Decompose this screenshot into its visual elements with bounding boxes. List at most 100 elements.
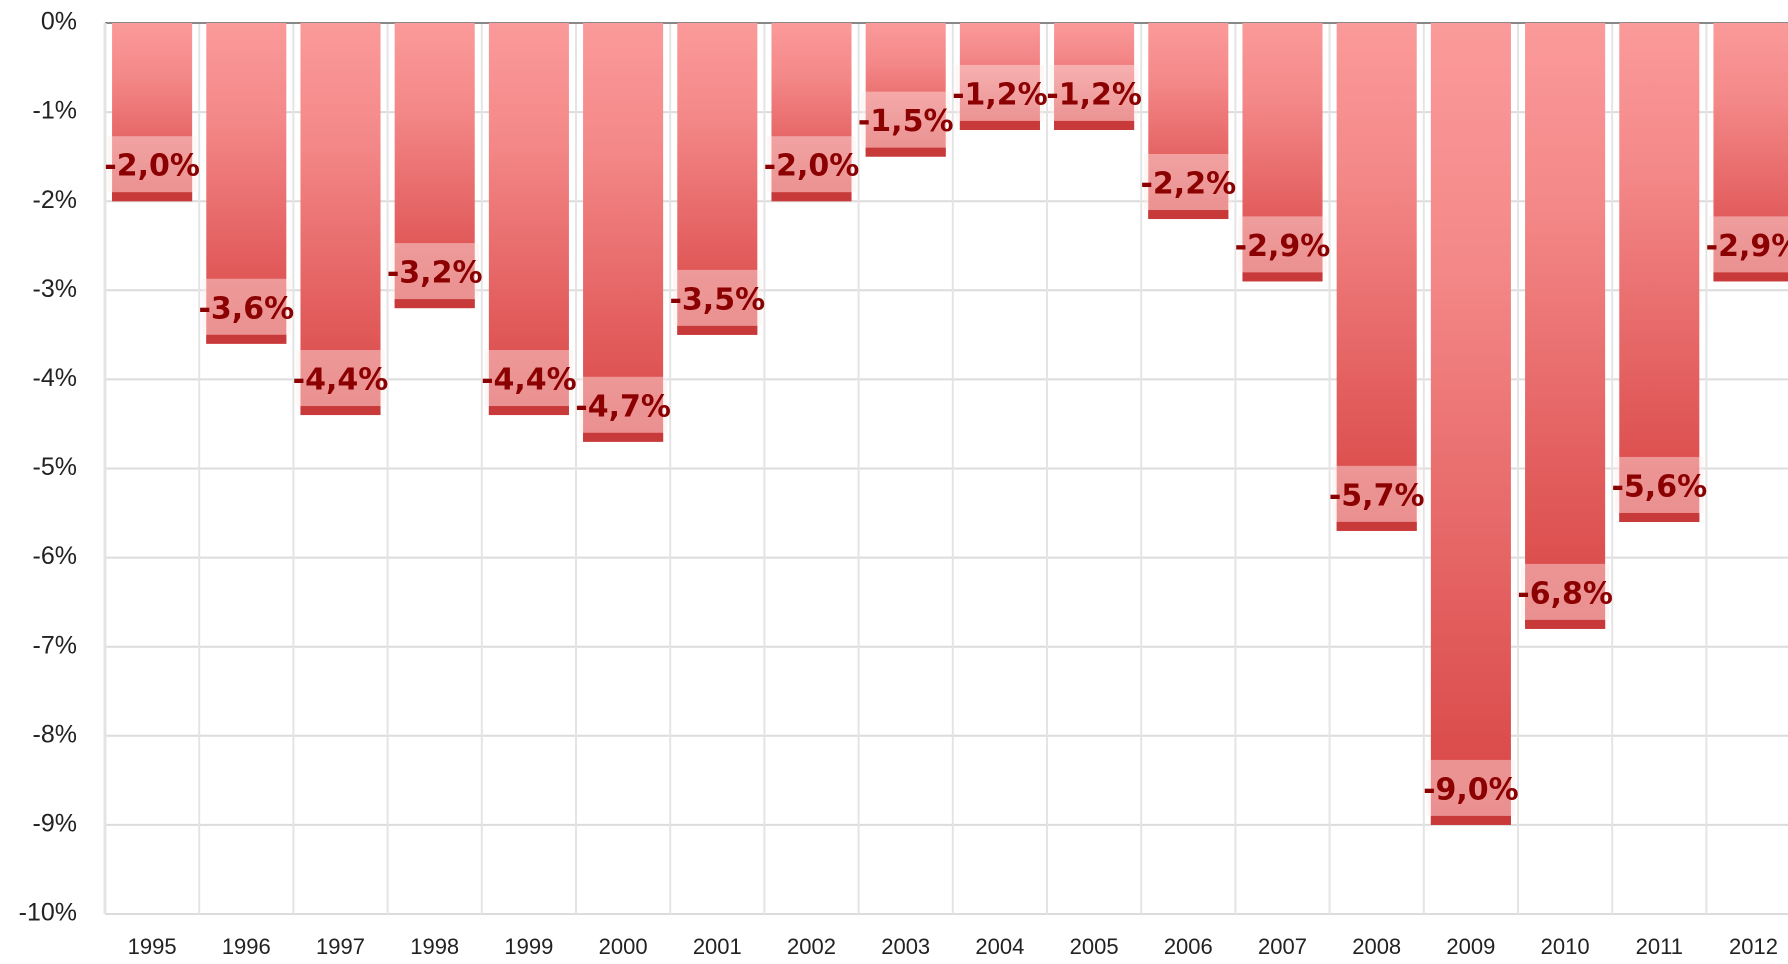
bar-base <box>1713 272 1788 282</box>
bar <box>394 23 475 309</box>
value-label: -1,2% <box>1046 77 1142 112</box>
bar-base <box>1430 815 1511 825</box>
value-label: -3,2% <box>387 256 483 291</box>
label-box <box>955 64 1045 121</box>
x-tick-label: 1996 <box>222 934 271 959</box>
value-label: -6,8% <box>1517 576 1613 611</box>
label-box <box>1615 456 1704 513</box>
x-tick-label: 2001 <box>693 934 742 959</box>
bar <box>1242 23 1323 282</box>
y-tick-label: -7% <box>33 631 77 659</box>
bar-base <box>394 299 475 309</box>
y-tick-label: -3% <box>33 275 77 303</box>
x-tick-label: 1999 <box>504 934 553 959</box>
bar <box>1430 23 1511 825</box>
x-tick-label: 1997 <box>316 934 365 959</box>
x-tick-label: 2004 <box>975 934 1024 959</box>
bar-base <box>865 147 946 157</box>
value-label: -1,2% <box>952 77 1048 112</box>
bar <box>1713 23 1788 282</box>
value-label: -4,4% <box>481 363 577 398</box>
label-box <box>1144 154 1233 211</box>
x-tick-label: 2003 <box>881 934 930 959</box>
label-box <box>296 350 385 407</box>
label-box <box>1709 216 1788 273</box>
label-box <box>1426 759 1516 816</box>
label-box <box>673 269 762 326</box>
y-tick-label: -2% <box>33 186 77 214</box>
bar-base <box>206 334 287 344</box>
value-label: -4,7% <box>575 389 671 424</box>
y-tick-label: -4% <box>33 364 77 392</box>
y-tick-label: -10% <box>19 899 77 927</box>
bar <box>771 23 852 202</box>
bar-base <box>488 406 569 416</box>
bar <box>488 23 569 416</box>
x-tick-label: 2012 <box>1729 934 1778 959</box>
x-tick-label: 2008 <box>1352 934 1401 959</box>
value-label: -3,5% <box>669 282 765 317</box>
bar <box>583 23 664 442</box>
y-tick-label: -8% <box>33 720 77 748</box>
bar <box>300 23 381 416</box>
y-tick-label: -6% <box>33 542 77 570</box>
label-box <box>202 278 291 335</box>
bar-base <box>1619 512 1700 522</box>
value-label: -2,2% <box>1140 167 1236 202</box>
x-tick-label: 1995 <box>128 934 177 959</box>
x-tick-label: 2006 <box>1164 934 1213 959</box>
label-box <box>861 91 950 148</box>
bar-base <box>1336 521 1417 531</box>
x-tick-label: 2000 <box>599 934 648 959</box>
bar <box>1525 23 1606 629</box>
bar <box>1054 23 1135 130</box>
bar <box>959 23 1040 130</box>
value-label: -3,6% <box>198 291 294 326</box>
x-tick-label: 1998 <box>410 934 459 959</box>
bar-base <box>112 192 193 202</box>
value-label: -2,9% <box>1235 229 1331 264</box>
bar <box>1336 23 1417 531</box>
label-box <box>1238 216 1327 273</box>
value-label: -2,0% <box>104 149 200 184</box>
value-label: -2,0% <box>764 149 860 184</box>
label-box <box>578 376 668 433</box>
bar-base <box>583 432 664 442</box>
x-tick-label: 2007 <box>1258 934 1307 959</box>
value-label: -5,7% <box>1329 478 1425 513</box>
bar <box>865 23 946 157</box>
bar-base <box>677 325 758 335</box>
value-label: -1,5% <box>858 104 954 139</box>
label-box <box>1332 465 1421 522</box>
bar-base <box>1148 210 1229 220</box>
x-tick-label: 2009 <box>1446 934 1495 959</box>
x-tick-label: 2010 <box>1541 934 1590 959</box>
bar-base <box>1525 619 1606 629</box>
bar <box>1148 23 1229 220</box>
bar-base <box>959 120 1040 130</box>
label-box <box>390 243 479 300</box>
bar-base <box>1242 272 1323 282</box>
value-label: -4,4% <box>293 363 389 398</box>
y-tick-label: 0% <box>41 8 77 36</box>
label-box <box>1520 563 1610 620</box>
value-label: -9,0% <box>1423 772 1519 807</box>
bar <box>112 23 193 202</box>
label-box <box>107 136 197 193</box>
bar-base <box>300 406 381 416</box>
x-tick-label: 2005 <box>1070 934 1119 959</box>
label-box <box>484 350 574 407</box>
label-box <box>1049 64 1139 121</box>
value-label: -2,9% <box>1706 229 1788 264</box>
bar-base <box>771 192 852 202</box>
bar <box>677 23 758 335</box>
value-label: -5,6% <box>1611 469 1707 504</box>
x-tick-label: 2002 <box>787 934 836 959</box>
bar-base <box>1054 120 1135 130</box>
y-tick-label: -9% <box>33 810 77 838</box>
y-tick-label: -5% <box>33 453 77 481</box>
x-tick-label: 2011 <box>1636 934 1683 959</box>
y-tick-label: -1% <box>33 97 77 125</box>
bar <box>1619 23 1700 522</box>
